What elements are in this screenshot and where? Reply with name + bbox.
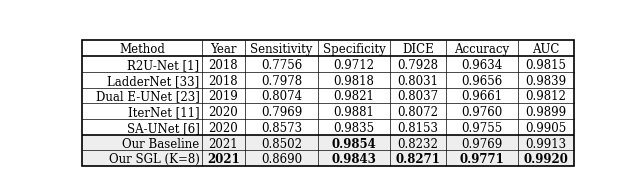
Text: 2018: 2018	[209, 75, 238, 88]
Text: 2019: 2019	[209, 90, 238, 103]
Text: 0.9920: 0.9920	[524, 153, 568, 166]
Text: 2020: 2020	[209, 122, 238, 135]
Bar	[83, 119, 573, 135]
Bar	[83, 103, 573, 119]
Text: 0.7978: 0.7978	[261, 75, 302, 88]
Text: Dual E-UNet [23]: Dual E-UNet [23]	[96, 90, 200, 103]
Bar	[83, 40, 573, 56]
Text: 0.9760: 0.9760	[461, 106, 502, 119]
Text: 0.8271: 0.8271	[396, 153, 440, 166]
Bar	[83, 56, 573, 72]
Text: 0.9818: 0.9818	[333, 75, 374, 88]
Text: 0.8502: 0.8502	[261, 138, 302, 151]
Text: DICE: DICE	[402, 43, 434, 56]
Text: 0.9905: 0.9905	[525, 122, 566, 135]
Bar	[83, 135, 573, 150]
Text: 0.9755: 0.9755	[461, 122, 502, 135]
Text: 0.9656: 0.9656	[461, 75, 502, 88]
Text: 0.9854: 0.9854	[332, 138, 376, 151]
Text: 0.7756: 0.7756	[261, 59, 302, 72]
Text: 0.9913: 0.9913	[525, 138, 566, 151]
Bar	[83, 150, 573, 166]
Text: Our Baseline: Our Baseline	[122, 138, 200, 151]
Text: 0.8573: 0.8573	[261, 122, 302, 135]
Text: 2018: 2018	[209, 59, 238, 72]
Text: Sensitivity: Sensitivity	[250, 43, 313, 56]
Text: 0.9661: 0.9661	[461, 90, 502, 103]
Text: 0.7969: 0.7969	[261, 106, 302, 119]
Text: 0.8072: 0.8072	[397, 106, 438, 119]
Text: 0.9634: 0.9634	[461, 59, 502, 72]
Text: Our SGL (K=8): Our SGL (K=8)	[109, 153, 200, 166]
Text: 0.9769: 0.9769	[461, 138, 502, 151]
Text: 0.9843: 0.9843	[332, 153, 376, 166]
Text: 0.9771: 0.9771	[460, 153, 504, 166]
Text: R2U-Net [1]: R2U-Net [1]	[127, 59, 200, 72]
Text: 0.8074: 0.8074	[261, 90, 302, 103]
Text: IterNet [11]: IterNet [11]	[128, 106, 200, 119]
Text: 0.8037: 0.8037	[397, 90, 438, 103]
Text: Year: Year	[210, 43, 237, 56]
Text: 2020: 2020	[209, 106, 238, 119]
Text: 0.9821: 0.9821	[333, 90, 374, 103]
Text: 0.9835: 0.9835	[333, 122, 374, 135]
Text: 0.8232: 0.8232	[397, 138, 438, 151]
Text: 0.9839: 0.9839	[525, 75, 566, 88]
Text: 0.9899: 0.9899	[525, 106, 566, 119]
Text: 0.7928: 0.7928	[397, 59, 438, 72]
Bar	[83, 88, 573, 103]
Text: Specificity: Specificity	[323, 43, 385, 56]
Text: LadderNet [33]: LadderNet [33]	[108, 75, 200, 88]
Text: AUC: AUC	[532, 43, 559, 56]
Text: 0.9812: 0.9812	[525, 90, 566, 103]
Text: 0.9881: 0.9881	[333, 106, 374, 119]
Text: 2021: 2021	[209, 138, 238, 151]
Text: 0.8031: 0.8031	[397, 75, 438, 88]
Bar	[83, 40, 573, 166]
Text: 0.9815: 0.9815	[525, 59, 566, 72]
Text: 0.8690: 0.8690	[261, 153, 302, 166]
Text: Method: Method	[119, 43, 165, 56]
Bar	[83, 72, 573, 88]
Text: Accuracy: Accuracy	[454, 43, 509, 56]
Text: SA-UNet [6]: SA-UNet [6]	[127, 122, 200, 135]
Text: 0.8153: 0.8153	[397, 122, 438, 135]
Text: 2021: 2021	[207, 153, 240, 166]
Text: 0.9712: 0.9712	[333, 59, 374, 72]
